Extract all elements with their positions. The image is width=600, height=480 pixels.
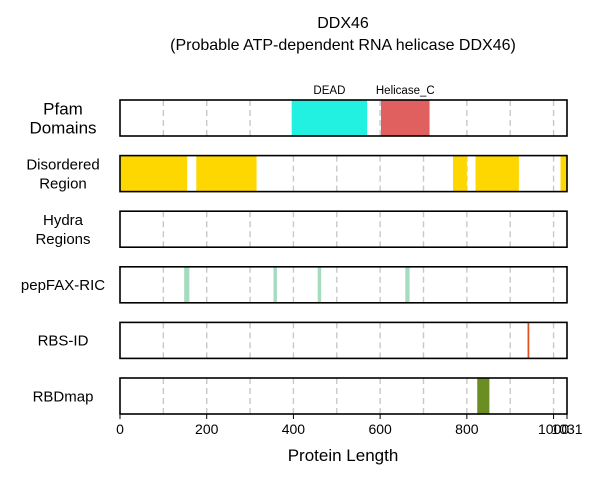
feature-bar	[527, 322, 530, 359]
track-label: Pfam Domains	[29, 99, 96, 137]
track-label: Disordered Region	[26, 156, 99, 192]
x-tick-label: 800	[455, 421, 479, 437]
x-tick-label: 1000	[538, 421, 569, 437]
track-0: Pfam Domains DEAD Helicase_C	[29, 85, 568, 137]
track-5: RBDmap	[33, 377, 568, 415]
chart-title: DDX46	[317, 15, 369, 32]
feature-bar	[381, 100, 430, 136]
feature-bar	[184, 266, 190, 303]
chart-subtitle: (Probable ATP-dependent RNA helicase DDX…	[170, 37, 516, 54]
track-label-line: pepFAX-RIC	[21, 277, 105, 294]
track-label: Hydra Regions	[35, 212, 90, 248]
feature-bar	[196, 155, 257, 192]
track-label-line: Pfam	[43, 99, 83, 118]
tracks-layer: Pfam Domains DEAD Helicase_C Disordered Regio…	[21, 85, 568, 415]
track-label-line: Disordered	[26, 156, 99, 173]
track-label-line: Domains	[29, 118, 96, 137]
feature-bar	[291, 100, 368, 136]
track-label-line: RBS-ID	[38, 333, 89, 350]
track-3: pepFAX-RIC	[21, 265, 568, 304]
x-tick-label: 200	[195, 421, 219, 437]
track-1: Disordered Region	[26, 154, 568, 193]
track-label-line: Hydra	[43, 212, 84, 229]
feature-bar	[120, 155, 188, 192]
domain-label: Helicase_C	[376, 85, 435, 97]
track-2: Hydra Regions	[35, 210, 568, 248]
track-border	[119, 154, 568, 193]
feature-bar	[273, 266, 277, 303]
x-axis-label: Protein Length	[288, 446, 399, 465]
x-tick-label: 0	[116, 421, 124, 437]
feature-bar	[560, 155, 567, 192]
track-label: pepFAX-RIC	[21, 277, 105, 294]
feature-bar	[452, 155, 467, 192]
track-border	[119, 321, 568, 360]
track-label: RBDmap	[33, 388, 94, 405]
domain-label: DEAD	[313, 85, 345, 97]
x-tick-label: 600	[368, 421, 392, 437]
track-4: RBS-ID	[38, 321, 568, 360]
x-tick-label: 1031	[551, 421, 582, 437]
feature-bar	[405, 266, 410, 303]
feature-bar	[477, 378, 490, 414]
track-label-line: Region	[39, 175, 87, 192]
track-border	[119, 265, 568, 304]
x-tick-label: 400	[282, 421, 306, 437]
feature-bar	[475, 155, 519, 192]
track-border	[119, 99, 568, 137]
track-label-line: Regions	[35, 231, 90, 248]
track-label: RBS-ID	[38, 333, 89, 350]
feature-bar	[317, 266, 322, 303]
track-border	[119, 210, 568, 248]
track-label-line: RBDmap	[33, 388, 94, 405]
track-border	[119, 377, 568, 415]
